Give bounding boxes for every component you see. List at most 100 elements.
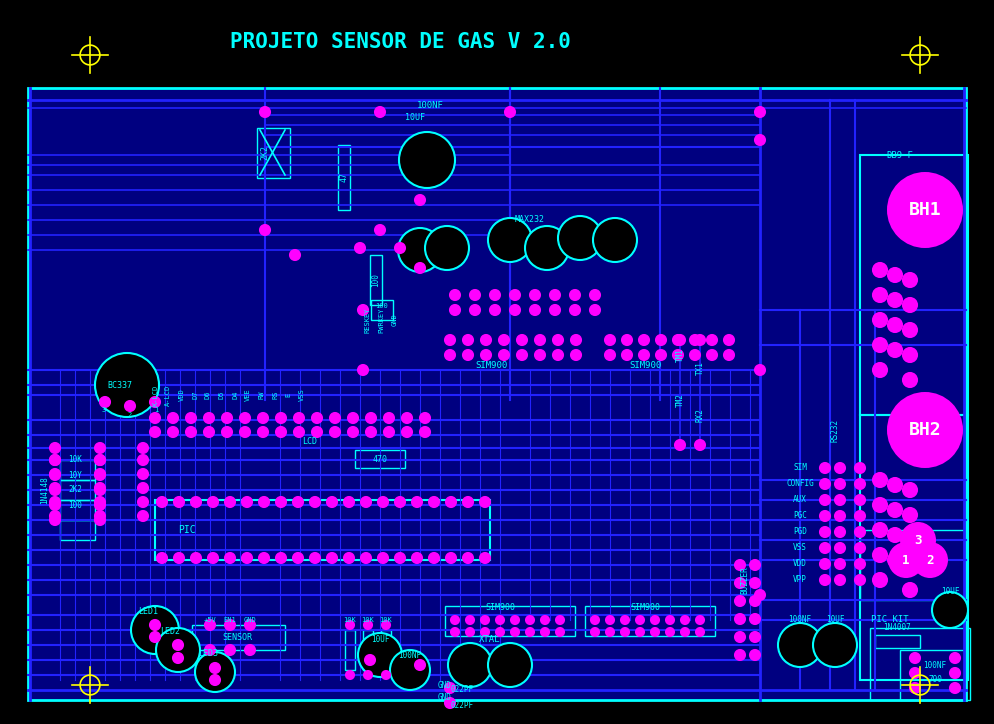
Bar [870, 628, 970, 700]
Circle shape [835, 511, 845, 521]
Circle shape [344, 497, 354, 507]
Circle shape [399, 132, 455, 188]
Text: PIC: PIC [178, 525, 196, 535]
Circle shape [446, 497, 456, 507]
Circle shape [276, 553, 286, 563]
Circle shape [294, 427, 304, 437]
Circle shape [526, 616, 534, 624]
Circle shape [591, 616, 599, 624]
Circle shape [378, 497, 388, 507]
Text: D7: D7 [192, 391, 198, 399]
Circle shape [348, 413, 358, 423]
Circle shape [750, 632, 760, 642]
Circle shape [735, 650, 745, 660]
Text: K-LCD: K-LCD [152, 384, 158, 405]
Circle shape [50, 470, 60, 480]
Text: 100NF: 100NF [399, 650, 421, 660]
Circle shape [366, 427, 376, 437]
Text: BH2: BH2 [909, 421, 941, 439]
Circle shape [888, 343, 902, 357]
Bar [28, 88, 966, 700]
Text: SIM900: SIM900 [630, 604, 660, 613]
Text: PGD: PGD [793, 528, 807, 536]
Circle shape [276, 413, 286, 423]
Circle shape [276, 497, 286, 507]
Circle shape [820, 527, 830, 537]
Circle shape [835, 479, 845, 489]
Bar [445, 606, 575, 636]
Circle shape [873, 263, 887, 277]
Text: 2: 2 [128, 412, 132, 418]
Text: XTAL: XTAL [479, 636, 501, 644]
Circle shape [553, 350, 563, 360]
Bar [60, 520, 95, 540]
Circle shape [398, 228, 442, 272]
Circle shape [873, 363, 887, 377]
Circle shape [888, 542, 924, 578]
Circle shape [755, 590, 765, 600]
Text: 100NF: 100NF [788, 615, 811, 625]
Circle shape [425, 226, 469, 270]
Circle shape [327, 497, 337, 507]
Circle shape [168, 413, 178, 423]
Text: RS: RS [272, 391, 278, 399]
Circle shape [735, 578, 745, 588]
Circle shape [873, 288, 887, 302]
Circle shape [276, 427, 286, 437]
Circle shape [932, 592, 968, 628]
Circle shape [204, 427, 214, 437]
Text: RW: RW [259, 391, 265, 399]
Circle shape [496, 616, 504, 624]
Circle shape [887, 172, 963, 248]
Circle shape [556, 628, 564, 636]
Bar [900, 650, 965, 700]
Text: SENSOR: SENSOR [222, 633, 252, 641]
Circle shape [517, 350, 527, 360]
Circle shape [100, 397, 110, 407]
Circle shape [903, 298, 917, 312]
Text: D4: D4 [232, 391, 238, 399]
Circle shape [755, 107, 765, 117]
Circle shape [446, 553, 456, 563]
Circle shape [606, 628, 614, 636]
Circle shape [95, 443, 105, 453]
Circle shape [481, 335, 491, 345]
Text: MAX232: MAX232 [515, 216, 545, 224]
Text: VSS: VSS [793, 544, 807, 552]
Circle shape [463, 553, 473, 563]
Text: 100: 100 [372, 273, 381, 287]
Circle shape [191, 497, 201, 507]
Circle shape [245, 620, 255, 630]
Circle shape [174, 497, 184, 507]
Circle shape [666, 616, 674, 624]
Circle shape [541, 628, 549, 636]
Circle shape [390, 650, 430, 690]
Circle shape [950, 683, 960, 693]
Circle shape [556, 616, 564, 624]
Text: 790: 790 [928, 675, 942, 684]
Circle shape [480, 553, 490, 563]
Text: BUZZER: BUZZER [741, 566, 749, 594]
Text: PGC: PGC [793, 511, 807, 521]
Circle shape [750, 596, 760, 606]
Circle shape [488, 218, 532, 262]
Circle shape [204, 413, 214, 423]
Circle shape [656, 335, 666, 345]
Circle shape [358, 305, 368, 315]
Circle shape [50, 455, 60, 465]
Circle shape [535, 350, 545, 360]
Circle shape [210, 663, 220, 673]
Text: AUX: AUX [793, 495, 807, 505]
Text: BC337: BC337 [107, 381, 132, 390]
Circle shape [855, 511, 865, 521]
Circle shape [855, 543, 865, 553]
Text: VDD: VDD [793, 560, 807, 568]
Circle shape [900, 522, 936, 558]
Circle shape [173, 653, 183, 663]
Circle shape [293, 553, 303, 563]
Bar [155, 500, 490, 560]
Circle shape [835, 575, 845, 585]
Circle shape [558, 216, 602, 260]
Circle shape [835, 559, 845, 569]
Text: TM1: TM1 [676, 348, 685, 362]
